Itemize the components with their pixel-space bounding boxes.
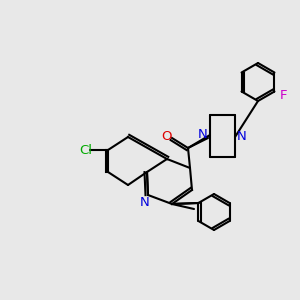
Text: N: N: [198, 128, 208, 142]
Text: O: O: [162, 130, 172, 142]
Text: N: N: [140, 196, 150, 208]
Text: F: F: [279, 89, 287, 102]
Text: N: N: [237, 130, 247, 143]
Text: Cl: Cl: [80, 143, 92, 157]
